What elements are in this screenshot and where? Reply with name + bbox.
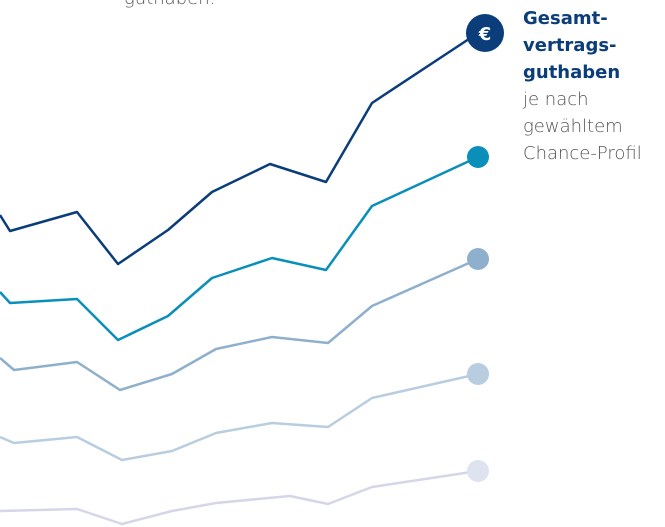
- line-4: [0, 372, 479, 462]
- line-5: [0, 469, 479, 526]
- line-1: [0, 31, 479, 266]
- dot: [467, 460, 489, 482]
- line-3: [0, 257, 479, 392]
- legend-title: guthaben: [523, 62, 620, 83]
- legend-text: Chance-Profil: [523, 143, 642, 164]
- euro-symbol: €: [478, 24, 492, 45]
- euro-icon: [466, 14, 504, 52]
- legend-text: gewähltem: [523, 116, 623, 137]
- dot: [467, 146, 489, 168]
- caption: guthaben.: [124, 0, 215, 9]
- legend-text: je nach: [522, 89, 589, 110]
- dot: [467, 363, 489, 385]
- line-2: [0, 155, 479, 342]
- legend-title: vertrags-: [523, 35, 617, 56]
- dot: [467, 248, 489, 270]
- legend-title: Gesamt-: [523, 8, 608, 29]
